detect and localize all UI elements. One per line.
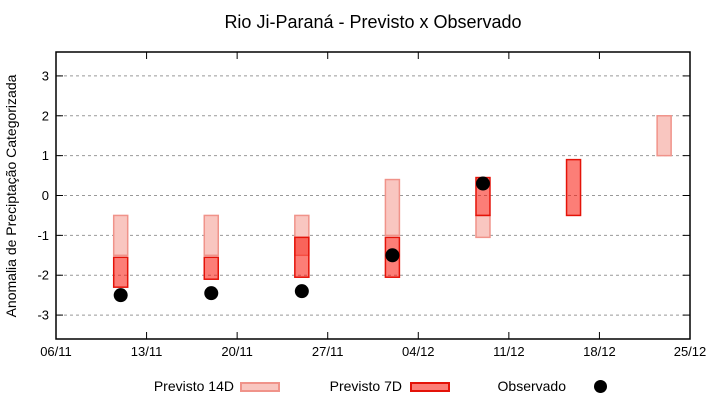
plot-border xyxy=(55,51,691,340)
previsto-7d-bar xyxy=(112,256,129,288)
observado-point xyxy=(475,176,490,191)
observado-dot-icon xyxy=(594,380,607,393)
x-tick-label: 04/12 xyxy=(402,344,435,359)
x-tick-label: 25/12 xyxy=(674,344,707,359)
previsto-7d-bar xyxy=(294,236,310,278)
x-tick-label: 18/12 xyxy=(583,344,616,359)
x-tick-label: 13/11 xyxy=(131,344,163,359)
x-tick-label: 11/12 xyxy=(493,344,525,359)
previsto-14d-bar xyxy=(656,115,672,157)
y-tick-label: -2 xyxy=(37,268,49,283)
previsto-14d-swatch-icon xyxy=(240,382,280,392)
chart-title: Rio Ji-Paraná - Previsto x Observado xyxy=(224,12,522,32)
observado-point xyxy=(294,284,309,299)
y-tick-label: -3 xyxy=(37,308,49,323)
previsto-7d-bar xyxy=(565,158,582,217)
y-tick-label: 3 xyxy=(42,68,49,83)
y-tick-label: 1 xyxy=(42,148,49,163)
previsto-14d-bar xyxy=(112,214,129,257)
previsto-7d-bar xyxy=(203,256,220,280)
y-axis-label: Anomalia de Preciptação Categorizada xyxy=(3,74,19,317)
previsto-14d-bar xyxy=(475,214,491,239)
y-tick-label: 2 xyxy=(42,108,49,123)
observado-point xyxy=(385,248,400,263)
legend-label-previsto-7d: Previsto 7D xyxy=(329,378,402,394)
previsto-14d-bar xyxy=(384,178,401,237)
x-tick-label: 20/11 xyxy=(221,344,253,359)
x-tick-label: 06/11 xyxy=(40,344,72,359)
previsto-7d-swatch-icon xyxy=(410,382,450,392)
legend-label-observado: Observado xyxy=(497,378,566,394)
x-tick-label: 27/11 xyxy=(312,344,344,359)
y-tick-label: -1 xyxy=(37,228,49,243)
previsto-14d-bar xyxy=(203,214,220,257)
observado-point xyxy=(204,286,219,301)
observado-point xyxy=(113,288,128,303)
legend-label-previsto-14d: Previsto 14D xyxy=(153,378,234,394)
y-tick-label: 0 xyxy=(42,188,49,203)
